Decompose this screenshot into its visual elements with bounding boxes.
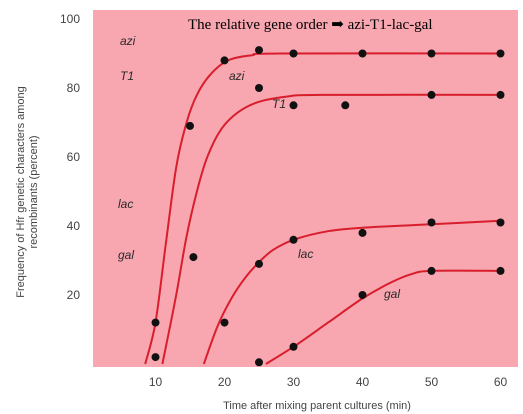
data-point-azi bbox=[358, 49, 367, 58]
curve-label-lac: lac bbox=[298, 247, 313, 261]
data-point-T1 bbox=[427, 90, 436, 99]
data-point-azi bbox=[255, 46, 263, 55]
x-tick-label: 30 bbox=[287, 375, 301, 389]
y-axis-title-line1: Frequency of Hfr genetic characters amon… bbox=[15, 86, 27, 298]
data-point-gal bbox=[496, 266, 505, 275]
plot-background bbox=[93, 10, 518, 367]
series-labels: azi T1 lac gal azi T1 lac gal bbox=[118, 34, 400, 301]
data-point-lac bbox=[220, 318, 229, 327]
data-point-azi bbox=[186, 121, 194, 130]
y-axis-title-line2: recombinants (percent) bbox=[28, 135, 40, 248]
data-point-lac bbox=[289, 235, 298, 244]
data-point-lac bbox=[255, 259, 263, 268]
y-tick-label: 60 bbox=[67, 150, 81, 164]
left-label-lac: lac bbox=[118, 197, 133, 211]
data-point-azi bbox=[289, 49, 298, 58]
data-point-azi bbox=[496, 49, 505, 58]
y-tick-label: 80 bbox=[67, 81, 81, 95]
gene-order-annotation: The relative gene order ➡ azi-T1-lac-gal bbox=[188, 17, 433, 33]
data-point-lac bbox=[189, 253, 198, 262]
data-point-T1 bbox=[496, 90, 505, 99]
data-point-gal bbox=[427, 266, 436, 275]
points-layer bbox=[151, 46, 505, 367]
data-point-azi bbox=[427, 49, 436, 58]
curve-label-gal: gal bbox=[384, 287, 400, 301]
data-point-lac bbox=[358, 228, 367, 237]
data-point-gal bbox=[358, 291, 367, 299]
data-point-T1 bbox=[289, 101, 298, 110]
y-tick-label: 20 bbox=[67, 288, 81, 302]
x-tick-label: 40 bbox=[356, 375, 370, 389]
data-point-gal bbox=[255, 358, 263, 367]
y-tick-label: 100 bbox=[60, 12, 80, 26]
curve-label-azi: azi bbox=[229, 69, 245, 83]
curve-T1 bbox=[161, 93, 501, 365]
curve-label-T1: T1 bbox=[272, 97, 286, 111]
data-point-lac bbox=[427, 218, 436, 227]
left-label-azi: azi bbox=[120, 34, 136, 48]
y-tick-label: 40 bbox=[67, 219, 81, 233]
data-point-T1 bbox=[341, 101, 350, 110]
x-tick-labels: 10 20 30 40 50 60 bbox=[149, 375, 508, 389]
data-point-gal bbox=[289, 342, 298, 351]
x-tick-label: 20 bbox=[218, 375, 232, 389]
y-axis-title: Frequency of Hfr genetic characters amon… bbox=[15, 86, 40, 298]
curves-layer bbox=[144, 52, 501, 365]
y-tick-labels: 20 40 60 80 100 bbox=[60, 12, 80, 302]
curve-azi bbox=[144, 52, 501, 365]
x-tick-label: 50 bbox=[425, 375, 439, 389]
data-point-azi bbox=[151, 318, 160, 327]
x-tick-label: 10 bbox=[149, 375, 163, 389]
data-point-T1 bbox=[255, 84, 263, 92]
left-label-T1: T1 bbox=[120, 69, 134, 83]
left-label-gal: gal bbox=[118, 248, 134, 262]
x-axis-title: Time after mixing parent cultures (min) bbox=[223, 400, 411, 412]
data-point-T1 bbox=[151, 353, 160, 362]
curve-lac bbox=[202, 219, 501, 365]
data-point-azi bbox=[220, 56, 229, 65]
x-tick-label: 60 bbox=[494, 375, 508, 389]
data-point-lac bbox=[496, 218, 505, 227]
